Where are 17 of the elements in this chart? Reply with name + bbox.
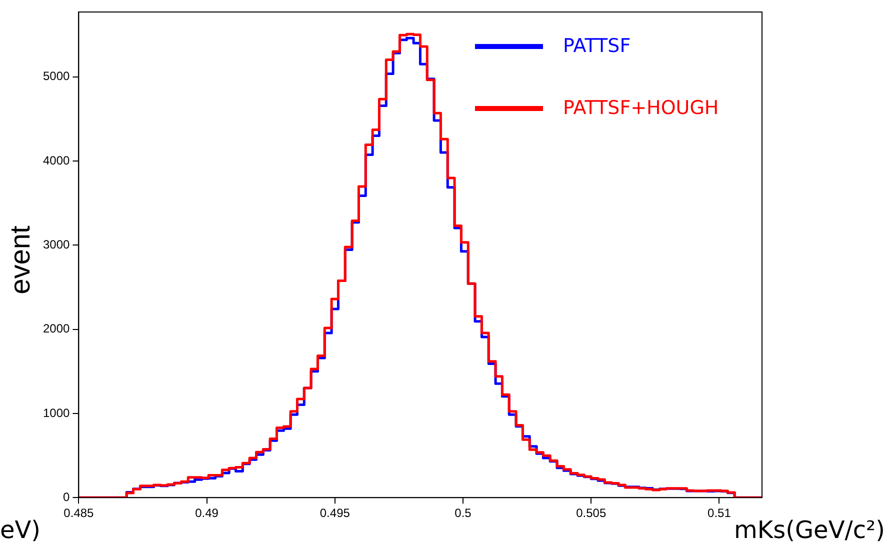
x-tick-label: 0.505 [576, 506, 606, 520]
y-tick-label: 1000 [42, 406, 70, 420]
y-tick-label: 5000 [42, 69, 70, 84]
x-tick-label: 0.485 [64, 506, 94, 520]
x-tick-label: 0.51 [708, 506, 732, 520]
y-tick-label: 3000 [42, 237, 70, 252]
x-tick-label: 0.49 [195, 506, 219, 520]
legend-label: PATTSF+HOUGH [563, 97, 719, 119]
y-tick-label: 4000 [42, 153, 70, 168]
text: eV) [0, 516, 41, 544]
y-tick-label: 0 [63, 490, 70, 504]
legend-label: PATTSF [563, 35, 631, 57]
y-axis-title: event [4, 226, 36, 294]
x-tick-label: 0.5 [454, 506, 472, 520]
x-tick-label: 0.495 [320, 506, 350, 520]
x-axis-title: mKs(GeV/c²) [734, 516, 885, 544]
y-tick-label: 2000 [42, 322, 70, 336]
